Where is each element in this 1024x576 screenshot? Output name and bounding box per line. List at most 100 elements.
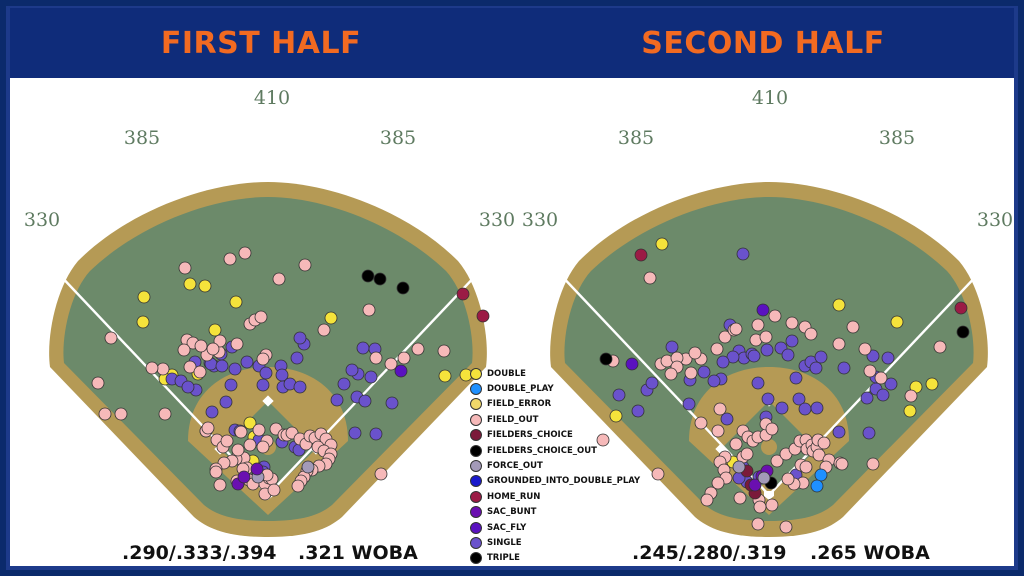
second-half-field (550, 182, 988, 537)
first-half-field (49, 182, 490, 537)
batted-ball-fielders-choice-out (956, 325, 970, 339)
first-half-woba: .321 WOBA (298, 542, 418, 564)
legend-swatch (470, 552, 482, 565)
batted-ball-fielders-choice-out (396, 281, 410, 295)
batted-ball-single (631, 404, 645, 418)
legend-swatch (470, 475, 482, 488)
batted-ball-field-out (700, 493, 714, 507)
batted-ball-field-out (694, 416, 708, 430)
legend-label: GROUNDED_INTO_DOUBLE_PLAY (487, 476, 641, 487)
legend-item-double: DOUBLE (470, 366, 640, 381)
batted-ball-single (810, 401, 824, 415)
batted-ball-field-out (104, 331, 118, 345)
batted-ball-field-out (753, 500, 767, 514)
batted-ball-single (707, 374, 721, 388)
legend-label: DOUBLE_PLAY (487, 384, 554, 395)
second-outfield-grass (564, 197, 974, 521)
batted-ball-double (609, 409, 623, 423)
batted-ball-field-out (688, 346, 702, 360)
first-right-line-distance: 330 (479, 209, 515, 231)
batted-ball-field-out (770, 454, 784, 468)
batted-ball-field-out (596, 433, 610, 447)
legend-item-force-out: FORCE_OUT (470, 458, 640, 473)
batted-ball-double (229, 295, 243, 309)
batted-ball-single (876, 388, 890, 402)
batted-ball-single (348, 426, 362, 440)
batted-ball-force-out (301, 460, 315, 474)
legend-item-sac-fly: SAC_FLY (470, 520, 640, 535)
legend-swatch (470, 398, 482, 411)
legend-label: FIELD_OUT (487, 414, 539, 425)
batted-ball-field-out (710, 342, 724, 356)
batted-ball-field-out (812, 448, 826, 462)
batted-ball-field-out (178, 261, 192, 275)
legend-swatch (470, 536, 482, 549)
batted-ball-field-out (243, 438, 257, 452)
batted-ball-single (726, 350, 740, 364)
batted-ball-field-out (733, 491, 747, 505)
second-home-plate (764, 491, 774, 500)
batted-ball-field-out (863, 364, 877, 378)
batted-ball-double (438, 369, 452, 383)
batted-ball-field-out (729, 437, 743, 451)
batted-ball-field-out (759, 330, 773, 344)
batted-ball-field-out (664, 367, 678, 381)
legend-swatch (470, 367, 482, 380)
main-panel: 410 385 385 330 330 410 385 385 330 330 .290/.333… (10, 80, 1014, 566)
batted-ball-field-out (835, 457, 849, 471)
batted-ball-field-out (256, 440, 270, 454)
batted-ball-field-out (846, 320, 860, 334)
batted-ball-field-out (751, 318, 765, 332)
batted-ball-force-out (757, 471, 771, 485)
batted-ball-double (208, 323, 222, 337)
batted-ball-field-out (804, 327, 818, 341)
batted-ball-home-run (476, 309, 490, 323)
legend-swatch (470, 413, 482, 426)
batted-ball-single (219, 395, 233, 409)
second-left-center-distance: 385 (618, 127, 654, 149)
legend-label: FIELD_ERROR (487, 399, 552, 410)
legend-label: FIELDERS_CHOICE_OUT (487, 445, 597, 456)
batted-ball-sac-fly (394, 364, 408, 378)
batted-ball-fielders-choice-out (373, 272, 387, 286)
legend-swatch (470, 490, 482, 503)
batted-ball-field-out (858, 342, 872, 356)
legend-swatch (470, 383, 482, 396)
batted-ball-single (809, 361, 823, 375)
batted-ball-field-out (145, 361, 159, 375)
batted-ball-double (655, 237, 669, 251)
batted-ball-field-out (718, 330, 732, 344)
legend-item-double-play: DOUBLE_PLAY (470, 381, 640, 396)
batted-ball-field-out (799, 460, 813, 474)
batted-ball-single (240, 355, 254, 369)
batted-ball-home-run (634, 248, 648, 262)
batted-ball-single (720, 412, 734, 426)
legend-label: HOME_RUN (487, 491, 541, 502)
batted-ball-field-out (874, 371, 888, 385)
batted-ball-single (358, 394, 372, 408)
batted-ball-single (256, 378, 270, 392)
batted-ball-single (832, 425, 846, 439)
batted-ball-field-out (643, 271, 657, 285)
batted-ball-single (290, 351, 304, 365)
batted-ball-single (736, 247, 750, 261)
batted-ball-field-out (781, 472, 795, 486)
batted-ball-single (866, 349, 880, 363)
batted-ball-field-out (254, 310, 268, 324)
spray-chart-canvas: 410 385 385 330 330 410 385 385 330 330 (24, 87, 1013, 537)
batted-ball-field-out (234, 425, 248, 439)
first-half-slash-line: .290/.333/.394 (122, 542, 277, 564)
batted-ball-single (862, 426, 876, 440)
legend-label: SAC_BUNT (487, 507, 537, 518)
legend-item-field-out: FIELD_OUT (470, 412, 640, 427)
batted-ball-home-run (954, 301, 968, 315)
batted-ball-single (697, 365, 711, 379)
batted-ball-field-out (272, 272, 286, 286)
batted-ball-double (243, 416, 257, 430)
batted-ball-double (903, 404, 917, 418)
legend-swatch (470, 429, 482, 442)
batted-ball-double (832, 298, 846, 312)
batted-ball-single (860, 391, 874, 405)
batted-ball-field-out (651, 467, 665, 481)
batted-ball-single (356, 341, 370, 355)
